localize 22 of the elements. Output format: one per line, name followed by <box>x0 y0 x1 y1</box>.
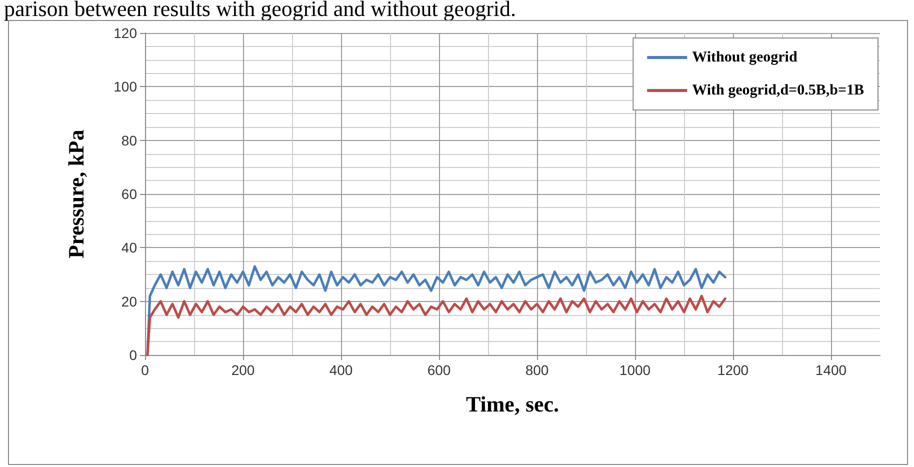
x-tick-label: 1200 <box>717 362 749 378</box>
x-tick-label: 0 <box>141 362 150 378</box>
y-tick-label: 100 <box>114 78 138 95</box>
y-tick-label: 60 <box>121 186 138 202</box>
x-tick-label: 1000 <box>619 362 651 378</box>
legend-label: Without geogrid <box>692 50 798 66</box>
y-tick-label: 20 <box>121 293 138 310</box>
y-tick-label: 40 <box>121 240 138 256</box>
text: parison between results with geogrid and without geogrid. <box>4 0 516 22</box>
y-tick-label: 120 <box>114 25 138 41</box>
line-series <box>146 294 726 356</box>
x-tick-label: 600 <box>427 362 451 378</box>
x-tick-label: 400 <box>329 362 353 378</box>
x-tick-label: 200 <box>231 362 255 378</box>
legend-label: With geogrid,d=0.5B,b=1B <box>692 82 864 98</box>
x-tick-label: 1400 <box>815 362 847 378</box>
y-tick-label: 0 <box>129 347 138 363</box>
line-series <box>146 265 726 356</box>
x-tick-label: 800 <box>525 362 549 378</box>
y-tick-label: 80 <box>121 132 138 148</box>
y-axis-title: Pressure, kPa <box>64 130 88 258</box>
x-axis-title: Time, sec. <box>466 392 560 416</box>
